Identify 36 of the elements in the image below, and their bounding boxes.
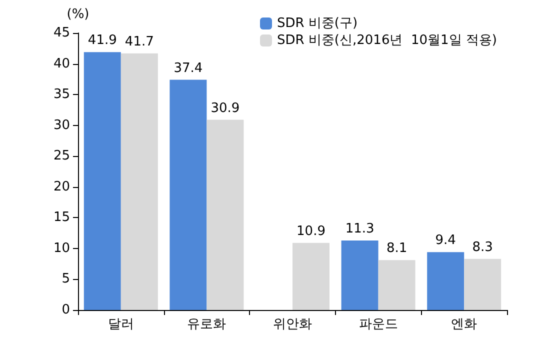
y-tick-label: 15 (53, 210, 70, 226)
y-tick-label: 40 (53, 56, 70, 72)
x-tick-label: 유로화 (187, 317, 226, 332)
y-tick-label: 35 (53, 87, 70, 102)
bar (84, 52, 121, 310)
data-label: 37.4 (174, 60, 203, 76)
data-label: 8.3 (472, 240, 493, 255)
y-tick-label: 5 (62, 272, 70, 287)
bar (378, 260, 416, 310)
bar (120, 53, 158, 310)
bar (341, 240, 378, 310)
legend-label: SDR 비중(구) (277, 16, 358, 31)
y-tick-label: 45 (53, 26, 70, 40)
x-tick-label: 엔화 (451, 317, 478, 332)
data-label: 9.4 (435, 233, 456, 248)
bar (427, 252, 464, 310)
y-tick-label: 30 (53, 118, 70, 133)
data-label: 11.3 (345, 221, 374, 236)
bar (170, 80, 207, 310)
data-label: 8.1 (386, 241, 408, 256)
y-tick-label: 0 (62, 302, 70, 318)
data-label: 10.9 (296, 224, 326, 239)
data-label: 30.9 (210, 100, 240, 116)
x-tick-label: 파운드 (358, 317, 398, 332)
x-tick-label: 달러 (108, 317, 134, 332)
y-tick-label: 25 (53, 148, 70, 164)
y-tick-label: 20 (53, 179, 70, 194)
data-label: 41.9 (88, 33, 117, 48)
legend-label: SDR 비중(신,2016년 10월1일 적용) (277, 33, 498, 48)
x-tick-label: 위안화 (273, 317, 312, 332)
y-tick-label: 10 (53, 240, 70, 256)
data-label: 41.7 (124, 34, 154, 50)
bar (206, 120, 244, 310)
y-axis-title: (%) (66, 7, 90, 22)
bar (464, 258, 502, 310)
bar (292, 242, 330, 310)
